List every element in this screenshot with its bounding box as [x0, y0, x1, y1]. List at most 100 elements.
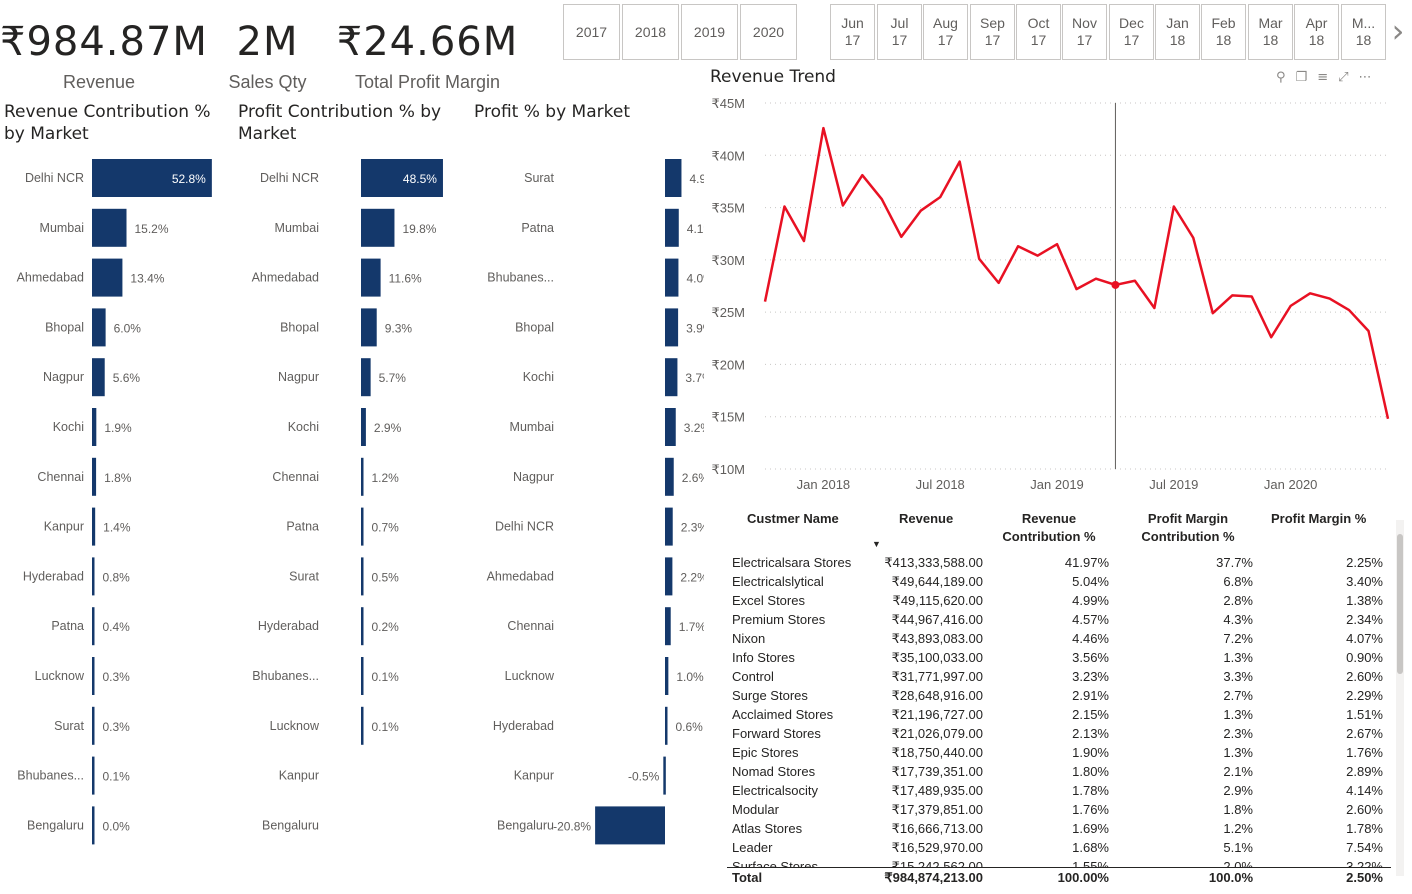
highlight-point[interactable]	[1111, 280, 1120, 289]
bar[interactable]	[663, 756, 666, 795]
column-header-revenue-contribution[interactable]: Revenue Contribution %	[1002, 511, 1096, 544]
bar[interactable]	[665, 657, 669, 695]
bar[interactable]	[92, 756, 95, 795]
month-button[interactable]: Sep 17	[970, 4, 1015, 60]
bar[interactable]	[361, 706, 364, 745]
category-label: Delhi NCR	[260, 171, 319, 185]
bar[interactable]	[92, 607, 95, 646]
bar[interactable]	[361, 607, 364, 646]
bar[interactable]	[665, 706, 668, 745]
table-row[interactable]: Atlas Stores ₹16,666,713.00 1.69% 1.2% 1.78%	[727, 819, 1391, 838]
visual-header-icons: ⚲ ❐ ≡ ⤢ ⋯	[1276, 70, 1372, 85]
copy-icon[interactable]: ❐	[1295, 70, 1308, 85]
table-row[interactable]: Surge Stores ₹28,648,916.00 2.91% 2.7% 2.29%	[727, 686, 1391, 705]
bar[interactable]	[92, 457, 97, 496]
bar[interactable]	[665, 557, 673, 596]
cell-customer: Epic Stores	[732, 745, 799, 760]
bar[interactable]	[665, 159, 682, 197]
table-scrollbar[interactable]	[1396, 520, 1404, 876]
month-button[interactable]: M... 18	[1341, 4, 1386, 60]
bar[interactable]	[92, 208, 127, 247]
focus-icon[interactable]: ⤢	[1338, 70, 1349, 85]
month-button[interactable]: Mar 18	[1248, 4, 1293, 60]
bar[interactable]	[92, 657, 95, 695]
cell-revenue: ₹43,893,083.00	[891, 631, 983, 646]
month-button[interactable]: Jun 17	[830, 4, 875, 60]
bar[interactable]	[92, 557, 95, 596]
year-button-2019[interactable]: 2019	[681, 4, 738, 60]
table-row[interactable]: Epic Stores ₹18,750,440.00 1.90% 1.3% 1.76%	[727, 743, 1391, 762]
table-row[interactable]: Electricalslytical ₹49,644,189.00 5.04% 6.8…	[727, 572, 1391, 591]
table-row[interactable]: Forward Stores ₹21,026,079.00 2.13% 2.3% 2.6…	[727, 724, 1391, 743]
data-label: 9.3%	[385, 321, 413, 335]
cell-profit-margin-contribution: 1.3%	[1223, 707, 1253, 722]
column-header-profit-margin-contribution[interactable]: Profit Margin Contribution %	[1141, 511, 1235, 544]
bar[interactable]	[361, 159, 443, 197]
month-button[interactable]: Jan 18	[1155, 4, 1200, 60]
bar[interactable]	[361, 358, 371, 397]
month-button[interactable]: Oct 17	[1016, 4, 1061, 60]
sort-desc-icon[interactable]: ▼	[872, 539, 881, 549]
bar[interactable]	[665, 208, 679, 247]
table-row[interactable]: Info Stores ₹35,100,033.00 3.56% 1.3% 0.90%	[727, 648, 1391, 667]
bar[interactable]	[595, 806, 665, 845]
bar[interactable]	[665, 358, 678, 397]
table-row[interactable]: Nomad Stores ₹17,739,351.00 1.80% 2.1% 2.89%	[727, 762, 1391, 781]
month-button[interactable]: Apr 18	[1294, 4, 1339, 60]
month-button[interactable]: Jul 17	[877, 4, 922, 60]
month-button[interactable]: Dec 17	[1109, 4, 1154, 60]
table-row[interactable]: Leader ₹16,529,970.00 1.68% 5.1% 7.54%	[727, 838, 1391, 857]
bar[interactable]	[92, 159, 212, 197]
bar[interactable]	[665, 607, 671, 646]
profit-margin-kpi-label: Total Profit Margin	[354, 72, 501, 92]
pin-icon[interactable]: ⚲	[1276, 70, 1286, 85]
bar[interactable]	[665, 258, 679, 297]
table-row[interactable]: Nixon ₹43,893,083.00 4.46% 7.2% 4.07%	[727, 629, 1391, 648]
bar[interactable]	[361, 657, 364, 695]
bar[interactable]	[361, 308, 377, 347]
table-scrollbar-thumb[interactable]	[1397, 534, 1403, 674]
table-row[interactable]: Electricalsocity ₹17,489,935.00 1.78% 2.9% 4…	[727, 781, 1391, 800]
bar[interactable]	[665, 507, 673, 546]
column-header-profit-margin-pct[interactable]: Profit Margin %	[1271, 511, 1367, 526]
bar[interactable]	[361, 457, 364, 496]
data-label: 0.5%	[372, 570, 400, 584]
revenue-series-line[interactable]	[763, 126, 1390, 420]
bar[interactable]	[92, 358, 105, 397]
more-icon[interactable]: ⋯	[1358, 70, 1372, 85]
table-row[interactable]: Electricalsara Stores ₹413,333,588.00 41.9…	[727, 553, 1391, 572]
bar[interactable]	[665, 308, 679, 347]
table-row[interactable]: Premium Stores ₹44,967,416.00 4.57% 4.3% 2.3…	[727, 610, 1391, 629]
year-button-2020[interactable]: 2020	[740, 4, 797, 60]
bar[interactable]	[92, 258, 123, 297]
bar[interactable]	[92, 308, 106, 347]
month-button[interactable]: Aug 17	[923, 4, 968, 60]
month-button[interactable]: Feb 18	[1201, 4, 1246, 60]
category-label: Kochi	[523, 370, 554, 384]
bar[interactable]	[361, 557, 364, 596]
table-row[interactable]: Modular ₹17,379,851.00 1.76% 1.8% 2.60%	[727, 800, 1391, 819]
bar[interactable]	[92, 507, 96, 546]
bar[interactable]	[665, 408, 676, 446]
year-button-2018[interactable]: 2018	[622, 4, 679, 60]
table-row[interactable]: Excel Stores ₹49,115,620.00 4.99% 2.8% 1.38%	[727, 591, 1391, 610]
bar[interactable]	[92, 806, 95, 845]
bar[interactable]	[361, 507, 364, 546]
column-header-revenue[interactable]: Revenue	[899, 511, 954, 526]
x-tick-label: Jul 2019	[1149, 477, 1198, 492]
bar[interactable]	[92, 408, 97, 446]
cell-profit-margin-contribution: 2.3%	[1223, 726, 1253, 741]
bar[interactable]	[92, 706, 95, 745]
column-header-customer[interactable]: Custmer Name	[747, 511, 839, 526]
month-button[interactable]: Nov 17	[1062, 4, 1107, 60]
year-button-2017[interactable]: 2017	[563, 4, 620, 60]
table-row[interactable]: Control ₹31,771,997.00 3.23% 3.3% 2.60%	[727, 667, 1391, 686]
chevron-right-icon[interactable]: ›	[1391, 12, 1405, 50]
bar[interactable]	[361, 258, 381, 297]
bar[interactable]	[361, 208, 395, 247]
y-tick-label: ₹15M	[711, 410, 745, 425]
table-row[interactable]: Acclaimed Stores ₹21,196,727.00 2.15% 1.3% 1…	[727, 705, 1391, 724]
filter-icon[interactable]: ≡	[1317, 70, 1329, 85]
bar[interactable]	[361, 408, 366, 446]
bar[interactable]	[665, 457, 674, 496]
